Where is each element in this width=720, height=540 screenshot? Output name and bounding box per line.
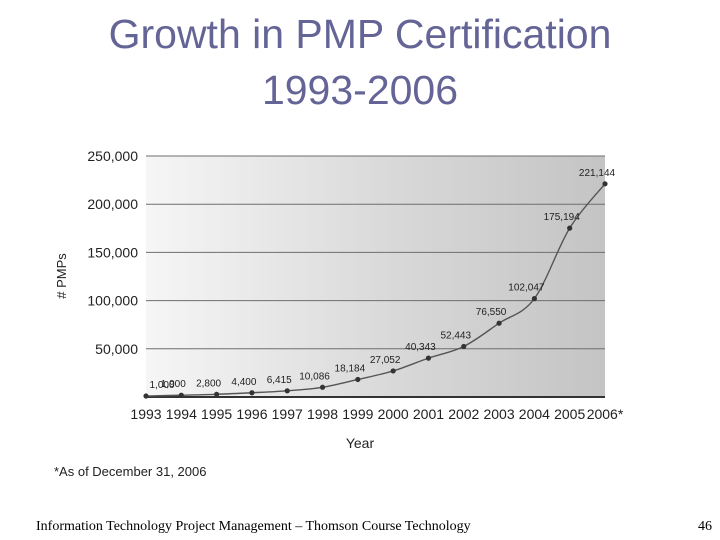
data-label: 221,144: [579, 168, 616, 179]
data-label: 102,047: [508, 283, 545, 294]
y-tick-label: 200,000: [87, 196, 138, 212]
y-tick-label: 50,000: [95, 341, 138, 357]
data-label: 6,415: [267, 375, 292, 386]
data-label: 27,052: [370, 355, 401, 366]
data-label: 1,000: [149, 380, 174, 391]
y-tick-label: 250,000: [87, 148, 138, 164]
data-label: 4,400: [231, 377, 256, 388]
data-point: [143, 393, 149, 399]
x-tick-label: 2004: [519, 406, 550, 422]
x-tick-label: 1995: [201, 406, 232, 422]
data-point: [602, 181, 608, 187]
data-label: 1,900: [161, 379, 186, 390]
x-axis-label: Year: [346, 435, 375, 451]
data-point: [567, 225, 573, 231]
y-tick-label: 150,000: [87, 244, 138, 260]
data-point: [214, 391, 220, 397]
x-tick-label: 1999: [342, 406, 373, 422]
data-point: [178, 392, 184, 398]
chart-footnote: *As of December 31, 2006: [54, 464, 206, 479]
data-label: 10,086: [299, 371, 330, 382]
data-point: [284, 388, 290, 394]
data-point: [319, 384, 326, 390]
slide-footer: Information Technology Project Managemen…: [36, 519, 471, 534]
y-axis-label: # PMPs: [54, 253, 69, 299]
data-point: [425, 355, 432, 361]
data-label: 18,184: [335, 363, 366, 374]
data-label: 52,443: [440, 330, 471, 341]
x-tick-label: 1997: [272, 406, 303, 422]
slide-title: Growth in PMP Certification 1993-2006: [0, 6, 720, 118]
x-tick-label: 2005: [554, 406, 585, 422]
slide-title-line-1: Growth in PMP Certification: [108, 11, 612, 57]
y-tick-label: 100,000: [87, 293, 138, 309]
x-tick-label: 1996: [236, 406, 267, 422]
x-tick-label: 2000: [378, 406, 409, 422]
slide-title-line-2: 1993-2006: [261, 67, 459, 113]
data-point: [496, 320, 502, 326]
data-point: [461, 343, 467, 350]
x-tick-label: 1994: [166, 406, 197, 422]
data-label: 2,800: [196, 378, 221, 389]
data-point: [390, 368, 396, 374]
page-number: 46: [698, 519, 712, 534]
pmp-growth-chart: 50,000 100,000 150,000 200,000 250,000 1993 19…: [54, 148, 624, 479]
data-label: 175,194: [544, 212, 581, 223]
data-label: 76,550: [476, 307, 507, 318]
x-tick-label: 2003: [483, 406, 514, 422]
x-tick-label: 1993: [130, 406, 161, 422]
x-tick-label: 1998: [307, 406, 338, 422]
data-point: [531, 296, 537, 302]
data-label: 40,343: [405, 342, 436, 353]
x-tick-label: 2001: [413, 406, 444, 422]
x-tick-label: 2006*: [587, 406, 624, 422]
data-point: [249, 390, 255, 396]
plot-area: [146, 156, 605, 397]
data-point: [355, 376, 361, 383]
x-tick-label: 2002: [448, 406, 479, 422]
